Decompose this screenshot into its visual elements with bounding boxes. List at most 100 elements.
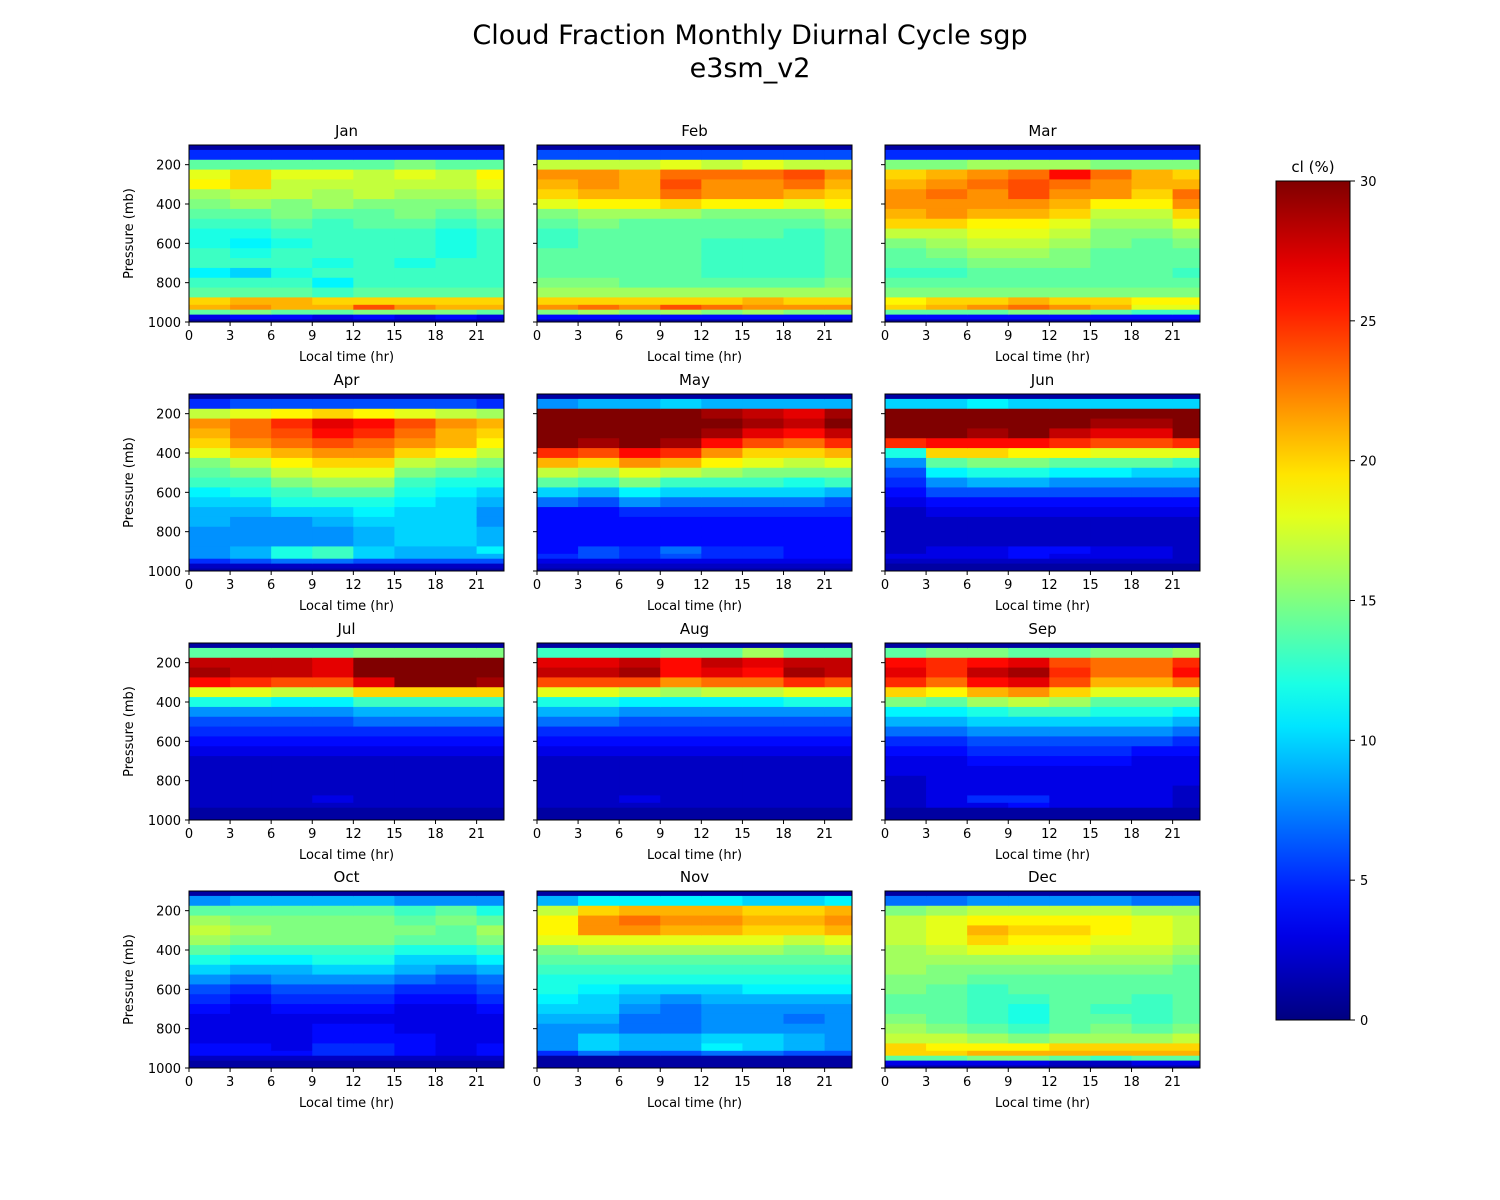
heatmap-cell xyxy=(1172,304,1200,311)
heatmap-cell xyxy=(435,802,478,809)
heatmap-cell xyxy=(1090,945,1133,956)
y-tick-label: 800 xyxy=(156,526,181,541)
heatmap-cell xyxy=(742,568,785,571)
heatmap-cell xyxy=(312,667,354,679)
heatmap-cell xyxy=(885,457,927,469)
heatmap-cell xyxy=(189,398,231,410)
heatmap-cell xyxy=(701,746,744,757)
heatmap-cell xyxy=(1049,179,1092,190)
heatmap-cell xyxy=(742,1004,785,1015)
heatmap-cell xyxy=(926,258,968,269)
heatmap-cell xyxy=(394,536,437,548)
heatmap-cell xyxy=(967,267,1009,279)
x-tick-label: 9 xyxy=(1004,578,1012,593)
heatmap-cell xyxy=(189,1050,231,1057)
heatmap-cell xyxy=(353,189,396,200)
heatmap-cell xyxy=(537,1033,579,1045)
heatmap-cell xyxy=(1090,1055,1133,1062)
heatmap-cell xyxy=(353,553,396,560)
heatmap-cell xyxy=(1090,169,1133,181)
heatmap-cell xyxy=(701,297,744,306)
heatmap-cell xyxy=(230,208,272,220)
heatmap-cell xyxy=(926,687,968,698)
heatmap-cell xyxy=(189,408,231,420)
heatmap-cell xyxy=(783,1055,826,1062)
heatmap-cell xyxy=(1008,716,1050,728)
heatmap-cell xyxy=(660,314,702,321)
heatmap-cell xyxy=(435,667,478,679)
heatmap-cell xyxy=(578,248,620,259)
figure-title-line2: e3sm_v2 xyxy=(689,53,811,84)
heatmap-cell xyxy=(885,1043,927,1052)
heatmap-cell xyxy=(312,964,354,976)
heatmap-cell xyxy=(435,994,478,1005)
heatmap-cell xyxy=(701,248,744,259)
heatmap-cell xyxy=(578,438,620,449)
heatmap-cell xyxy=(312,516,354,528)
heatmap-cell xyxy=(578,785,620,797)
heatmap-cell xyxy=(660,497,702,508)
heatmap-cell xyxy=(783,558,826,565)
heatmap-cell xyxy=(1131,1050,1174,1057)
heatmap-cell xyxy=(824,775,852,787)
heatmap-cell xyxy=(578,1060,620,1067)
heatmap-cell xyxy=(742,802,785,809)
heatmap-cell xyxy=(1172,935,1200,946)
heatmap-cell xyxy=(1049,546,1092,555)
heatmap-cell xyxy=(1131,516,1174,528)
heatmap-cell xyxy=(885,319,927,322)
x-tick-label: 9 xyxy=(308,578,316,593)
heatmap-cell xyxy=(271,765,313,777)
heatmap-cell xyxy=(885,179,927,190)
heatmap-cell xyxy=(353,905,396,917)
heatmap-cell xyxy=(885,287,927,299)
heatmap-cell xyxy=(1049,1033,1092,1045)
heatmap-cell xyxy=(312,726,354,738)
heatmap-cell xyxy=(189,756,231,767)
heatmap-cell xyxy=(824,726,852,738)
heatmap-cell xyxy=(476,568,504,571)
heatmap-cell xyxy=(619,457,661,469)
heatmap-cell xyxy=(1172,297,1200,306)
heatmap-cell xyxy=(701,657,744,669)
heatmap-cell xyxy=(1131,208,1174,220)
x-tick-label: 0 xyxy=(881,827,889,842)
heatmap-cell xyxy=(742,1065,785,1068)
heatmap-cell xyxy=(967,159,1009,171)
heatmap-cell xyxy=(926,657,968,669)
heatmap-cell xyxy=(189,516,231,528)
heatmap-cell xyxy=(435,807,478,814)
x-tick-label: 3 xyxy=(226,329,234,344)
heatmap-cell xyxy=(578,812,620,819)
x-tick-label: 15 xyxy=(1082,578,1099,593)
heatmap-cell xyxy=(271,408,313,420)
heatmap-cell xyxy=(578,507,620,518)
heatmap-cell xyxy=(1172,149,1200,161)
heatmap-cell xyxy=(660,647,702,659)
heatmap-cell xyxy=(619,807,661,814)
heatmap-cell xyxy=(824,179,852,190)
heatmap-cell xyxy=(312,438,354,449)
heatmap-cell xyxy=(824,706,852,718)
heatmap-cell xyxy=(660,945,702,956)
heatmap-cell xyxy=(394,319,437,322)
heatmap-cell xyxy=(885,309,927,316)
heatmap-cell xyxy=(476,746,504,757)
heatmap-cell xyxy=(926,736,968,747)
heatmap-cell xyxy=(824,974,852,986)
heatmap-cell xyxy=(189,895,231,907)
heatmap-cell xyxy=(885,199,927,210)
heatmap-cell xyxy=(1008,238,1050,249)
heatmap-cell xyxy=(271,189,313,200)
heatmap-cell xyxy=(926,1060,968,1067)
heatmap-cell xyxy=(578,428,620,439)
heatmap-cell xyxy=(1090,785,1133,797)
x-tick-label: 6 xyxy=(615,1075,623,1090)
heatmap-cell xyxy=(824,277,852,289)
y-tick-label: 1000 xyxy=(148,316,181,331)
y-tick-label: 800 xyxy=(156,775,181,790)
heatmap-cell xyxy=(783,145,826,151)
heatmap-cell xyxy=(435,159,478,171)
heatmap-cell xyxy=(1131,954,1174,966)
